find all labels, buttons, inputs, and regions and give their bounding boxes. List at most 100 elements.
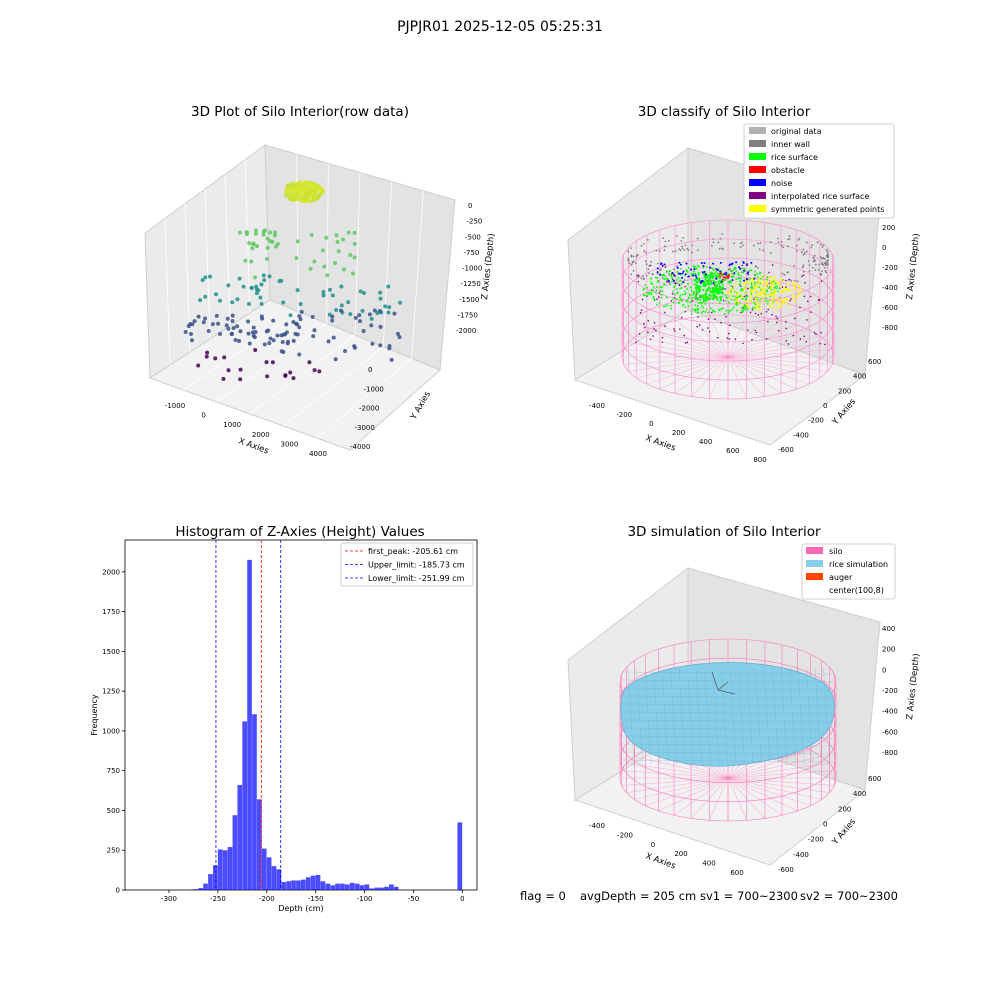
raw-point	[268, 336, 273, 341]
classify-point	[823, 267, 826, 269]
classify-point	[745, 263, 748, 266]
histogram-x-ticks: -300 -250 -200 -150 -100 -50 0	[161, 890, 465, 903]
classify-point	[681, 272, 684, 275]
panel-raw-x-ticks: -1000 0 1000 2000 3000 4000	[165, 402, 327, 458]
classify-point	[731, 272, 733, 275]
classify-point	[721, 233, 724, 235]
classify-point	[751, 279, 754, 282]
classify-point	[649, 338, 652, 340]
classify-point	[673, 279, 676, 282]
classify-point	[642, 294, 645, 296]
classify-point	[718, 277, 721, 280]
classify-point	[764, 299, 767, 302]
classify-point	[652, 297, 655, 300]
raw-point	[250, 246, 255, 251]
classify-point	[730, 280, 733, 283]
classify-point	[693, 292, 696, 295]
classify-point	[680, 239, 683, 242]
classify-point	[636, 274, 638, 277]
classify-point	[724, 294, 727, 296]
raw-point	[200, 278, 205, 283]
classify-point	[753, 298, 755, 300]
classify-point	[709, 266, 712, 269]
raw-point	[341, 267, 346, 272]
raw-point	[310, 315, 315, 320]
raw-point	[297, 314, 302, 319]
classify-point	[684, 290, 686, 293]
histogram-bar	[271, 866, 277, 890]
classify-point	[681, 276, 684, 279]
histogram-bar	[310, 875, 316, 890]
classify-point	[719, 275, 722, 278]
classify-point	[709, 290, 713, 293]
raw-point	[253, 330, 258, 335]
panel-classify-x-tick: -400	[589, 402, 605, 410]
histogram-bar	[217, 849, 223, 890]
classify-point	[673, 328, 675, 330]
raw-point	[273, 230, 278, 235]
raw-point	[251, 333, 256, 338]
classify-point	[714, 318, 716, 320]
classify-point	[770, 285, 773, 288]
classify-point	[732, 295, 735, 298]
classify-point	[735, 261, 738, 264]
panel-raw-x-tick: 4000	[309, 450, 327, 458]
classify-point	[661, 341, 664, 343]
classify-point	[746, 303, 749, 306]
raw-point	[297, 325, 302, 330]
classify-point	[720, 308, 723, 310]
raw-point	[265, 245, 270, 250]
classify-point	[712, 269, 715, 272]
classify-point	[825, 254, 828, 257]
classify-point	[684, 310, 687, 313]
panel-raw-y-tick: 0	[368, 366, 372, 374]
classify-point	[687, 275, 690, 278]
classify-point	[742, 290, 745, 293]
raw-point	[270, 360, 275, 365]
raw-point	[311, 334, 316, 339]
panel-sim-x-tick: -200	[617, 831, 633, 839]
classify-point	[667, 280, 670, 283]
classify-point	[646, 294, 649, 297]
classify-point	[734, 266, 736, 269]
raw-point	[291, 319, 296, 324]
raw-point	[299, 309, 304, 314]
classify-point	[737, 292, 740, 295]
classify-point	[630, 255, 633, 258]
raw-point	[348, 253, 353, 258]
raw-point	[280, 339, 285, 344]
classify-point	[644, 251, 647, 254]
histogram-bar	[315, 874, 321, 890]
classify-point	[773, 295, 776, 298]
classify-point	[715, 270, 717, 273]
classify-point	[692, 270, 695, 273]
classify-point	[651, 283, 654, 285]
classify-point	[739, 280, 742, 283]
raw-point	[293, 331, 298, 336]
classify-point	[763, 291, 766, 294]
raw-point	[214, 313, 219, 318]
classify-point	[710, 311, 713, 314]
classify-point	[746, 272, 749, 275]
raw-point	[254, 287, 259, 292]
raw-point	[298, 302, 303, 307]
histogram-bar	[257, 799, 262, 890]
classify-point	[722, 284, 724, 286]
classify-point	[668, 270, 671, 272]
classify-point	[749, 299, 752, 302]
classify-point	[666, 304, 669, 307]
histogram-bar	[354, 883, 360, 890]
classify-point	[713, 272, 717, 275]
classify-point	[788, 279, 790, 281]
classify-point	[701, 304, 703, 307]
classify-point	[773, 292, 776, 295]
classify-point	[719, 291, 723, 294]
classify-point	[675, 298, 678, 301]
classify-point	[729, 270, 732, 272]
classify-point	[709, 274, 713, 278]
classify-point	[826, 261, 829, 264]
classify-point	[697, 271, 700, 274]
classify-point	[686, 269, 688, 272]
raw-point	[201, 320, 206, 325]
classify-point	[758, 248, 761, 251]
